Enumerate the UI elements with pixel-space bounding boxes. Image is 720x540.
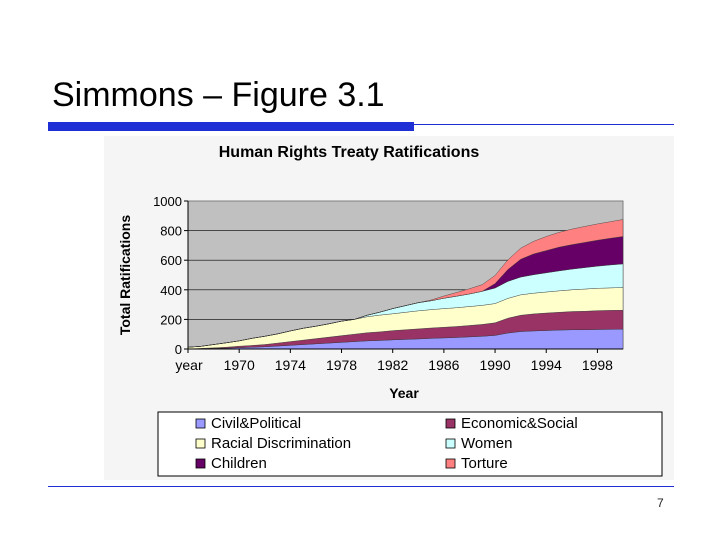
y-tick-labels: 0 200 400 600 800 1000 [153,194,188,357]
legend-box [157,411,663,477]
x-tick-label: 1982 [377,357,408,373]
y-axis-label: Total Ratifications [117,215,133,336]
x-tick-label: 1974 [275,357,306,373]
x-tick-labels: year 1970 1974 1978 1982 1986 1990 1994 1998 [175,349,613,373]
y-tick-label: 600 [160,253,182,268]
legend-swatch [445,438,456,449]
legend-entry-label: Civil&Political [211,415,301,432]
y-tick-label: 200 [160,312,182,327]
chart-title: Human Rights Treaty Ratifications [219,144,480,161]
x-tick-label: 1978 [326,357,357,373]
legend-entry-label: Torture [461,455,508,472]
legend-entry-label: Racial Discrimination [211,435,351,452]
legend-entry-label: Women [461,435,512,452]
y-tick-label: 0 [175,342,182,357]
area-series-group [187,219,624,350]
legend-swatch [445,458,456,469]
stacked-area-chart: Human Rights Treaty Ratifications 0 200 40… [117,144,663,477]
y-tick-label: 800 [160,224,182,239]
x-tick-label: 1998 [582,357,613,373]
slide-title: Simmons – Figure 3.1 [52,76,385,114]
legend-swatch [195,418,206,429]
legend-entry-label: Economic&Social [461,415,578,432]
area-series-torture [187,219,624,348]
y-tick-label: 1000 [153,194,182,209]
page-number: 7 [657,496,664,510]
legend-swatch [195,438,206,449]
legend-swatch [195,458,206,469]
x-axis-label: Year [389,385,419,401]
x-tick-label: 1994 [531,357,562,373]
y-tick-label: 400 [160,283,182,298]
legend-swatch [445,418,456,429]
x-tick-label: year [175,357,203,373]
legend: Civil&Political Economic&Social Racial Dis… [195,415,578,472]
chart-frame: Human Rights Treaty Ratifications 0 200 40… [104,136,674,480]
title-rule-thick [48,122,414,131]
x-tick-label: 1970 [224,357,255,373]
x-tick-label: 1986 [428,357,459,373]
bottom-rule [48,486,674,487]
x-tick-label: 1990 [479,357,510,373]
legend-entry-label: Children [211,455,267,472]
